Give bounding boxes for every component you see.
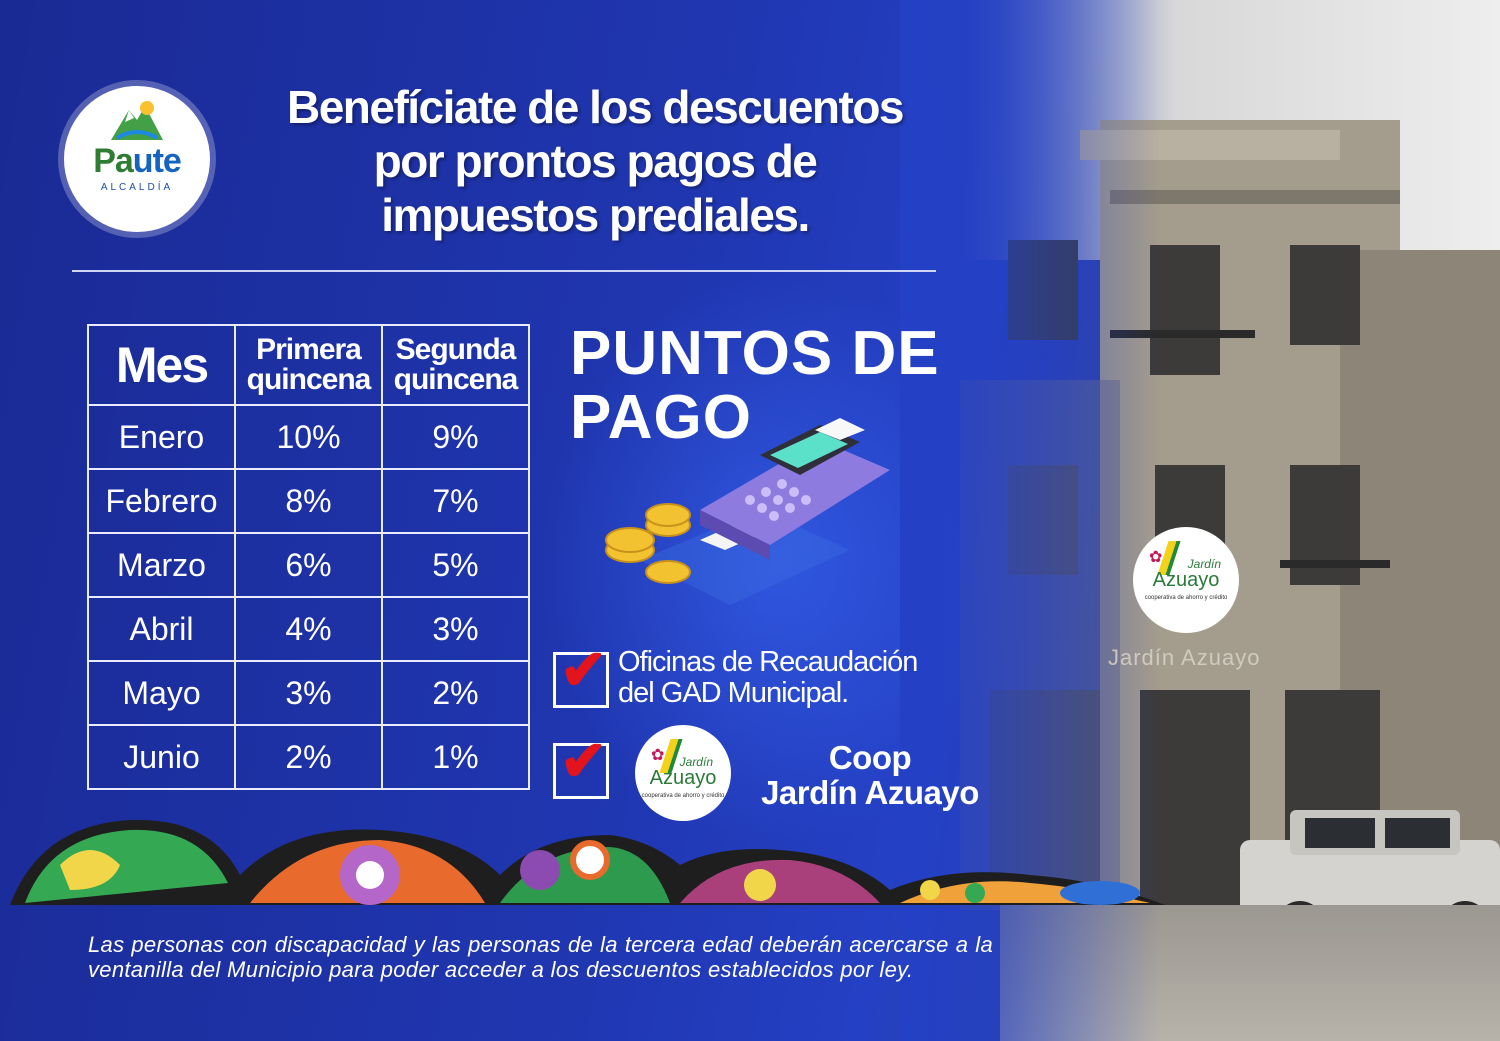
- cell-primera: 3%: [234, 660, 383, 726]
- puntos-de-pago-title: PUNTOS DE PAGO: [570, 322, 970, 450]
- header-primera-2: quincena: [246, 363, 372, 396]
- jardin-logo-main: Azuayo: [1152, 569, 1220, 591]
- cell-primera: 4%: [234, 596, 383, 662]
- flower-icon: ✿: [1149, 549, 1163, 566]
- cell-primera: 6%: [234, 532, 383, 598]
- cell-mes: Mayo: [87, 660, 236, 726]
- jardin-azuayo-logo: ✿ Jardín Azuayo cooperativa de ahorro y …: [635, 725, 731, 821]
- coop-line-2: Jardín Azuayo: [761, 774, 979, 811]
- checkmark-icon: ✔: [560, 729, 607, 792]
- cell-primera: 10%: [234, 404, 383, 470]
- jardin-logo-top: Jardín: [679, 755, 713, 769]
- table-row: Febrero 8% 7%: [87, 468, 530, 534]
- payment-terminal-icon: [605, 418, 890, 605]
- header-primera-1: Primera: [256, 333, 362, 366]
- cell-segunda: 7%: [381, 468, 530, 534]
- checkbox-coop: ✔: [553, 729, 609, 799]
- oficinas-line-2: del GAD Municipal.: [618, 677, 849, 709]
- cell-mes: Junio: [87, 724, 236, 790]
- header-primera: Primera quincena: [234, 324, 383, 406]
- cell-segunda: 1%: [381, 724, 530, 790]
- table-row: Marzo 6% 5%: [87, 532, 530, 598]
- paute-logo: Paute ALCALDÍA: [64, 86, 210, 232]
- photo-fade: [900, 0, 1160, 1041]
- option-coop: Coop Jardín Azuayo: [745, 740, 995, 810]
- header-segunda-2: quincena: [393, 363, 519, 396]
- cell-segunda: 9%: [381, 404, 530, 470]
- headline-line-3: impuestos prediales.: [381, 189, 810, 241]
- cell-segunda: 5%: [381, 532, 530, 598]
- flower-icon: ✿: [651, 747, 665, 764]
- checkmark-icon: ✔: [560, 638, 607, 701]
- jardin-logo-sub: cooperativa de ahorro y crédito: [641, 793, 725, 799]
- cell-mes: Febrero: [87, 468, 236, 534]
- cell-primera: 2%: [234, 724, 383, 790]
- cell-segunda: 2%: [381, 660, 530, 726]
- logo-word-pa: Pa: [93, 142, 134, 180]
- table-row: Enero 10% 9%: [87, 404, 530, 470]
- table-row: Abril 4% 3%: [87, 596, 530, 662]
- jardin-azuayo-wall-logo: ✿ Jardín Azuayo cooperativa de ahorro y …: [1133, 527, 1239, 633]
- puntos-line-1: PUNTOS DE: [570, 319, 940, 388]
- divider: [72, 270, 936, 272]
- header-mes: Mes: [87, 324, 236, 406]
- headline-line-2: por prontos pagos de: [373, 135, 818, 187]
- coop-line-1: Coop: [828, 739, 912, 776]
- cell-mes: Marzo: [87, 532, 236, 598]
- option-oficinas: Oficinas de Recaudación del GAD Municipa…: [618, 646, 918, 709]
- cell-mes: Enero: [87, 404, 236, 470]
- jardin-logo-main: Azuayo: [649, 767, 717, 789]
- puntos-line-2: PAGO: [570, 383, 752, 452]
- headline: Benefíciate de los descuentos por pronto…: [235, 80, 955, 242]
- logo-subtitle: ALCALDÍA: [100, 182, 174, 193]
- header-segunda: Segunda quincena: [381, 324, 530, 406]
- cell-mes: Abril: [87, 596, 236, 662]
- discount-table: Mes Primera quincena Segunda quincena En…: [87, 324, 530, 790]
- logo-word-ute: ute: [132, 142, 182, 180]
- decorative-hills: [10, 819, 1165, 905]
- checkbox-oficinas: ✔: [553, 638, 609, 708]
- header-segunda-1: Segunda: [395, 333, 517, 366]
- table-row: Mayo 3% 2%: [87, 660, 530, 726]
- logo-word: Paute: [64, 142, 210, 181]
- table-header-row: Mes Primera quincena Segunda quincena: [87, 324, 530, 406]
- cell-segunda: 3%: [381, 596, 530, 662]
- table-row: Junio 2% 1%: [87, 724, 530, 790]
- oficinas-line-1: Oficinas de Recaudación: [618, 646, 918, 678]
- jardin-logo-top: Jardín: [1187, 557, 1221, 571]
- mountain-icon: [111, 101, 163, 140]
- cell-primera: 8%: [234, 468, 383, 534]
- footnote: Las personas con discapacidad y las pers…: [88, 932, 993, 982]
- headline-line-1: Benefíciate de los descuentos: [286, 81, 905, 133]
- jardin-logo-sub: cooperativa de ahorro y crédito: [1144, 595, 1228, 601]
- building-sign: Jardín Azuayo: [1108, 645, 1261, 670]
